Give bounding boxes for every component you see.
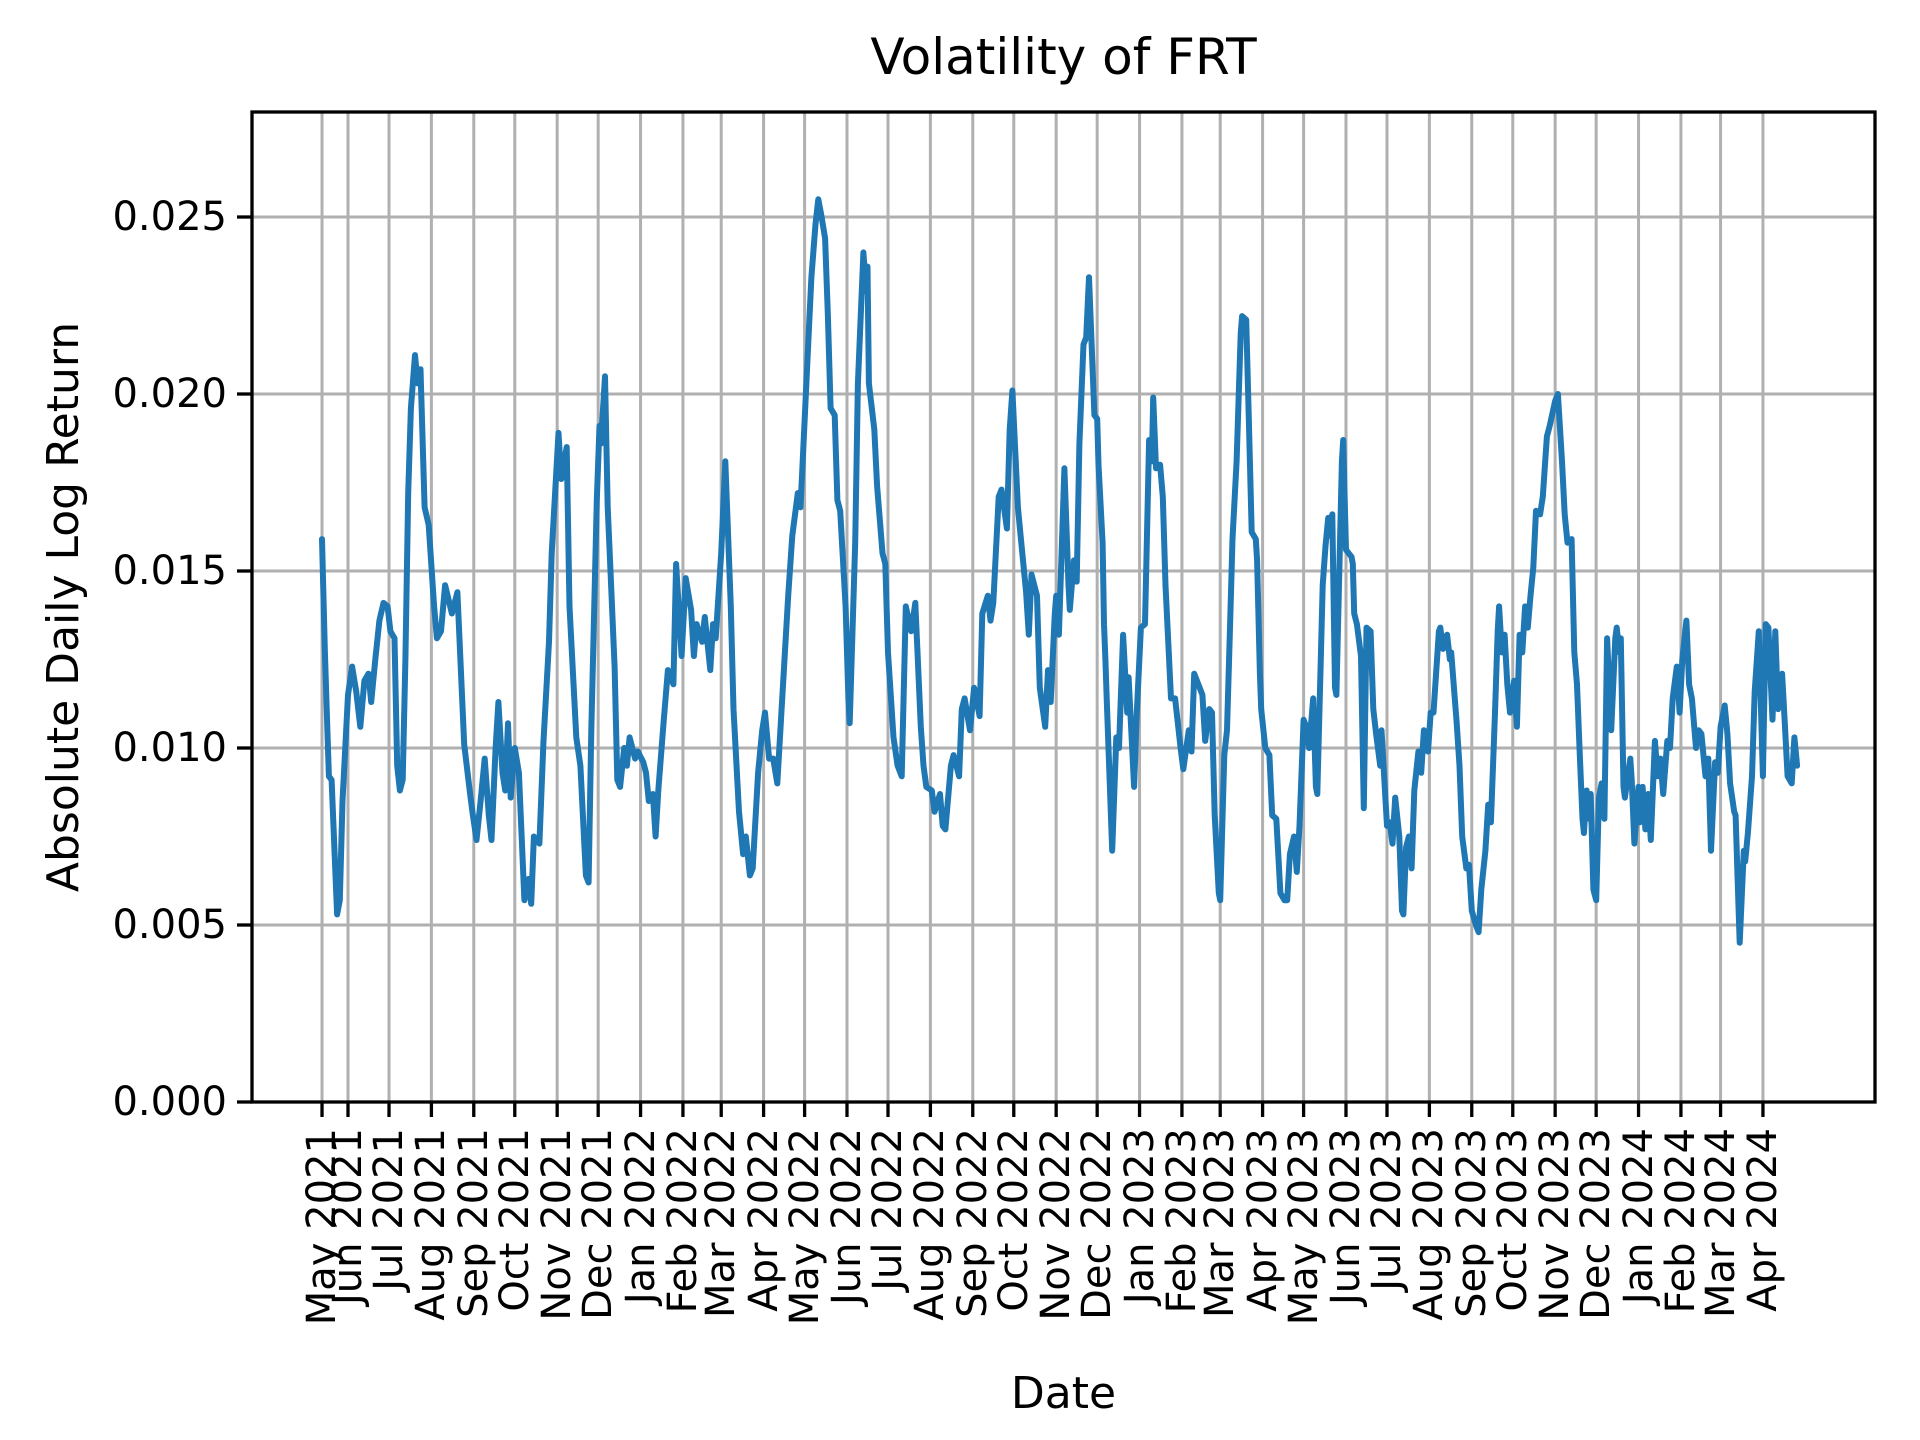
x-tick-label: Mar 2024 [1697, 1128, 1744, 1318]
y-tick-label: 0.025 [112, 194, 227, 240]
x-tick-label: Oct 2023 [1489, 1128, 1536, 1312]
y-tick-label: 0.010 [112, 725, 227, 771]
y-tick-label: 0.015 [112, 548, 227, 594]
x-tick-label: Sep 2023 [1448, 1128, 1495, 1318]
x-axis-label: Date [1010, 1368, 1117, 1419]
x-tick-label: Dec 2023 [1573, 1128, 1620, 1320]
x-tick-label: Nov 2022 [1033, 1128, 1080, 1321]
x-tick-label: Jan 2024 [1615, 1128, 1662, 1305]
x-tick-label: Nov 2021 [534, 1128, 581, 1321]
x-tick-label: Jun 2021 [325, 1128, 371, 1306]
y-tick-label: 0.020 [112, 371, 227, 417]
x-tick-label: Jun 2023 [1322, 1128, 1369, 1306]
x-tick-label: Aug 2021 [408, 1128, 455, 1321]
x-tick-label: Dec 2021 [575, 1128, 622, 1320]
axis-spines [250, 110, 1877, 1104]
x-tick-label: Jan 2022 [617, 1128, 664, 1305]
x-tick-label: Jun 2022 [823, 1128, 870, 1306]
x-tick-label: Oct 2022 [990, 1128, 1037, 1312]
x-tick-label: Dec 2022 [1074, 1128, 1121, 1320]
x-tick-label: Jul 2022 [865, 1128, 911, 1291]
x-tick-label: Aug 2023 [1406, 1128, 1453, 1321]
x-tick-label: Feb 2024 [1657, 1128, 1704, 1314]
x-tick-label: Apr 2022 [740, 1128, 787, 1312]
x-tick-label: Apr 2024 [1739, 1128, 1786, 1312]
x-tick-label: Mar 2023 [1197, 1128, 1244, 1318]
x-tick-label: Apr 2023 [1239, 1128, 1286, 1312]
x-tick-label: May 2023 [1280, 1128, 1327, 1326]
y-tick-label: 0.005 [112, 902, 227, 948]
x-tick-label: Nov 2023 [1532, 1128, 1579, 1321]
y-tick-label: 0.000 [112, 1079, 227, 1125]
x-tick-label: Jan 2023 [1116, 1128, 1163, 1305]
x-tick-label: Oct 2021 [491, 1128, 538, 1312]
volatility-line [319, 196, 1801, 946]
x-tick-label: Mar 2022 [698, 1128, 745, 1318]
chart-title: Volatility of FRT [870, 28, 1257, 86]
x-tick-label: Aug 2022 [907, 1128, 954, 1321]
x-tick-label: Jul 2023 [1363, 1128, 1410, 1291]
x-tick-label: May 2022 [781, 1128, 828, 1326]
x-tick-label: Jul 2021 [366, 1128, 412, 1291]
x-tick-label: Sep 2021 [450, 1128, 497, 1318]
x-tick-label: Sep 2022 [949, 1128, 996, 1318]
